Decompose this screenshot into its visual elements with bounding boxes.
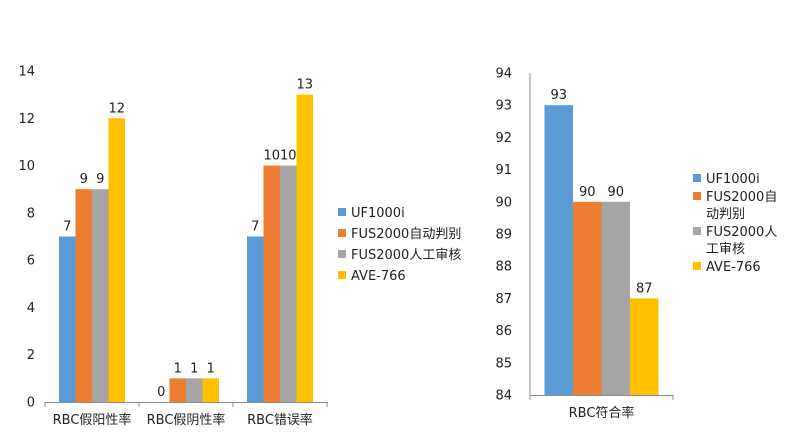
bar bbox=[601, 201, 630, 395]
bar bbox=[247, 236, 264, 402]
bar bbox=[169, 378, 186, 402]
legend-swatch bbox=[693, 227, 701, 235]
data-label: 90 bbox=[607, 185, 624, 200]
y-tick-label: 93 bbox=[495, 99, 512, 114]
y-tick-label: 89 bbox=[495, 228, 512, 243]
legend-label: FUS2000人 bbox=[706, 225, 777, 240]
bar bbox=[59, 236, 76, 402]
legend-label: UF1000i bbox=[351, 206, 405, 221]
data-label: 87 bbox=[636, 281, 653, 296]
data-label: 9 bbox=[96, 172, 104, 187]
data-label: 1 bbox=[174, 361, 182, 376]
legend-label: AVE-766 bbox=[351, 269, 406, 284]
data-label: 7 bbox=[251, 220, 259, 235]
y-tick-label: 6 bbox=[27, 254, 35, 269]
data-label: 1 bbox=[190, 361, 198, 376]
data-label: 0 bbox=[157, 385, 165, 400]
bar bbox=[296, 94, 313, 403]
bar bbox=[573, 201, 602, 395]
data-label: 90 bbox=[579, 185, 596, 200]
legend-swatch bbox=[693, 174, 701, 182]
bar bbox=[202, 378, 219, 402]
x-category-label: RBC符合率 bbox=[569, 405, 635, 421]
chart-2: 84 85 86 87 88 89 90 91 92 93 94 93 90 90 87 RBC符合率 UF10… bbox=[495, 67, 777, 422]
bar bbox=[630, 298, 659, 395]
legend-label: AVE-766 bbox=[706, 260, 761, 275]
data-label: 1 bbox=[207, 361, 215, 376]
x-category-label: RBC假阳性率 bbox=[53, 412, 132, 428]
legend-label: UF1000i bbox=[706, 172, 760, 187]
legend-swatch bbox=[693, 192, 701, 200]
data-label: 7 bbox=[63, 220, 71, 235]
bar bbox=[75, 189, 92, 402]
legend-swatch bbox=[338, 250, 346, 258]
data-label: 12 bbox=[108, 101, 125, 116]
legend-swatch bbox=[693, 262, 701, 270]
bar bbox=[263, 165, 280, 402]
bar bbox=[544, 105, 573, 395]
bar bbox=[280, 165, 297, 402]
y-tick-label: 0 bbox=[27, 396, 35, 411]
data-label: 13 bbox=[296, 78, 313, 93]
y-tick-label: 84 bbox=[495, 389, 512, 404]
y-tick-label: 4 bbox=[27, 301, 35, 316]
y-tick-label: 85 bbox=[495, 356, 512, 371]
legend-swatch bbox=[338, 208, 346, 216]
x-category-label: RBC错误率 bbox=[247, 412, 313, 428]
legend-label: FUS2000自动判别 bbox=[351, 227, 461, 242]
y-tick-label: 10 bbox=[18, 159, 35, 174]
y-tick-label: 86 bbox=[495, 324, 512, 339]
data-label: 10 bbox=[280, 149, 297, 164]
y-tick-label: 87 bbox=[495, 292, 512, 307]
data-label: 93 bbox=[550, 88, 567, 103]
legend-label: FUS2000人工审核 bbox=[351, 248, 461, 263]
y-tick-label: 2 bbox=[27, 348, 35, 363]
legend-label: 工审核 bbox=[706, 242, 745, 257]
y-tick-label: 92 bbox=[495, 131, 512, 146]
bar bbox=[92, 189, 109, 402]
bar bbox=[108, 118, 125, 403]
y-tick-label: 88 bbox=[495, 260, 512, 275]
legend-label: 动判别 bbox=[706, 207, 745, 222]
y-tick-label: 8 bbox=[27, 206, 35, 221]
data-label: 9 bbox=[80, 172, 88, 187]
y-tick-label: 14 bbox=[18, 65, 35, 80]
data-label: 10 bbox=[263, 149, 280, 164]
legend-swatch bbox=[338, 229, 346, 237]
y-tick-label: 91 bbox=[495, 163, 512, 178]
legend-label: FUS2000自 bbox=[706, 190, 777, 205]
y-tick-label: 90 bbox=[495, 195, 512, 210]
bar bbox=[186, 378, 203, 402]
y-tick-label: 94 bbox=[495, 67, 512, 82]
legend-swatch bbox=[338, 271, 346, 279]
y-tick-label: 12 bbox=[18, 112, 35, 127]
x-category-label: RBC假阴性率 bbox=[147, 412, 226, 428]
